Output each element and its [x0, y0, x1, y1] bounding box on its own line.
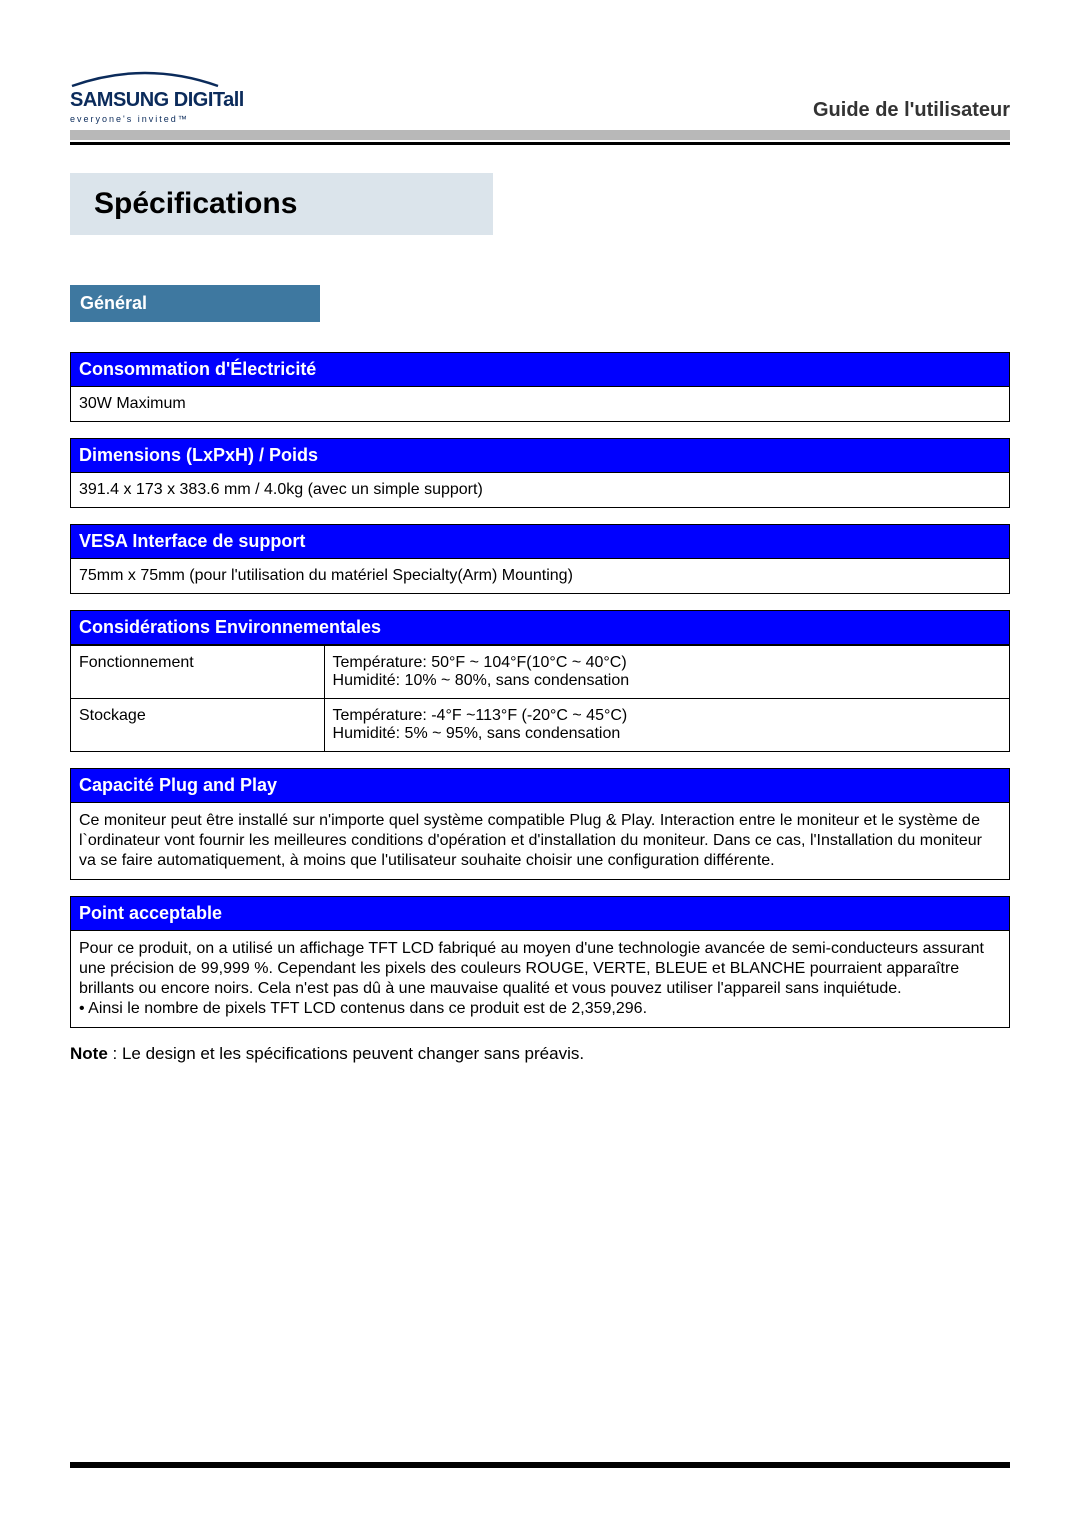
section-point-heading: Point acceptable [70, 896, 1010, 930]
env-operating-humidity: Humidité: 10% ~ 80%, sans condensation [333, 672, 630, 689]
section-plugplay-heading: Capacité Plug and Play [70, 768, 1010, 802]
tab-general[interactable]: Général [70, 285, 320, 322]
section-dimensions-value: 391.4 x 173 x 383.6 mm / 4.0kg (avec un … [70, 472, 1010, 508]
env-storage-values: Température: -4°F ~113°F (-20°C ~ 45°C) … [324, 699, 1009, 752]
section-point-body: Pour ce produit, on a utilisé un afficha… [70, 930, 1010, 1028]
header-grey-bar [70, 130, 1010, 140]
page-title-spacer [493, 173, 1010, 235]
table-row: Stockage Température: -4°F ~113°F (-20°C… [71, 699, 1010, 752]
section-vesa-heading: VESA Interface de support [70, 524, 1010, 558]
header-divider [70, 142, 1010, 145]
env-storage-temp: Température: -4°F ~113°F (-20°C ~ 45°C) [333, 707, 628, 724]
section-vesa-value: 75mm x 75mm (pour l'utilisation du matér… [70, 558, 1010, 594]
page-title-block: Spécifications [70, 173, 1010, 235]
env-operating-label: Fonctionnement [71, 646, 325, 699]
environment-table: Fonctionnement Température: 50°F ~ 104°F… [70, 645, 1010, 752]
note-label: Note [70, 1044, 108, 1063]
section-power-heading: Consommation d'Électricité [70, 352, 1010, 386]
page: SAMSUNG DIGITall everyone's invited™ Gui… [0, 0, 1080, 1528]
section-power-value: 30W Maximum [70, 386, 1010, 422]
guide-title: Guide de l'utilisateur [813, 99, 1010, 122]
env-operating-values: Température: 50°F ~ 104°F(10°C ~ 40°C) H… [324, 646, 1009, 699]
tab-row: Général [70, 285, 1010, 322]
spec-area: Consommation d'Électricité 30W Maximum D… [70, 352, 1010, 1064]
brand-logo: SAMSUNG DIGITall everyone's invited™ [70, 70, 244, 124]
note-text: : Le design et les spécifications peuven… [108, 1044, 584, 1063]
footer-bar [70, 1462, 1010, 1468]
env-storage-humidity: Humidité: 5% ~ 95%, sans condensation [333, 725, 621, 742]
logo-tagline: everyone's invited™ [70, 114, 244, 124]
section-environment-heading: Considérations Environnementales [70, 610, 1010, 645]
page-title-bg: Spécifications [70, 173, 493, 235]
env-storage-label: Stockage [71, 699, 325, 752]
logo-brand-text: SAMSUNG DIGITall [70, 89, 244, 112]
point-body-2: • Ainsi le nombre de pixels TFT LCD cont… [79, 1000, 647, 1017]
section-plugplay-body: Ce moniteur peut être installé sur n'imp… [70, 802, 1010, 880]
page-title: Spécifications [94, 187, 297, 221]
header: SAMSUNG DIGITall everyone's invited™ Gui… [70, 70, 1010, 124]
section-dimensions-heading: Dimensions (LxPxH) / Poids [70, 438, 1010, 472]
point-body-1: Pour ce produit, on a utilisé un afficha… [79, 940, 984, 997]
env-operating-temp: Température: 50°F ~ 104°F(10°C ~ 40°C) [333, 654, 627, 671]
table-row: Fonctionnement Température: 50°F ~ 104°F… [71, 646, 1010, 699]
note-line: Note : Le design et les spécifications p… [70, 1044, 1010, 1064]
logo-swoosh-icon [70, 70, 220, 88]
